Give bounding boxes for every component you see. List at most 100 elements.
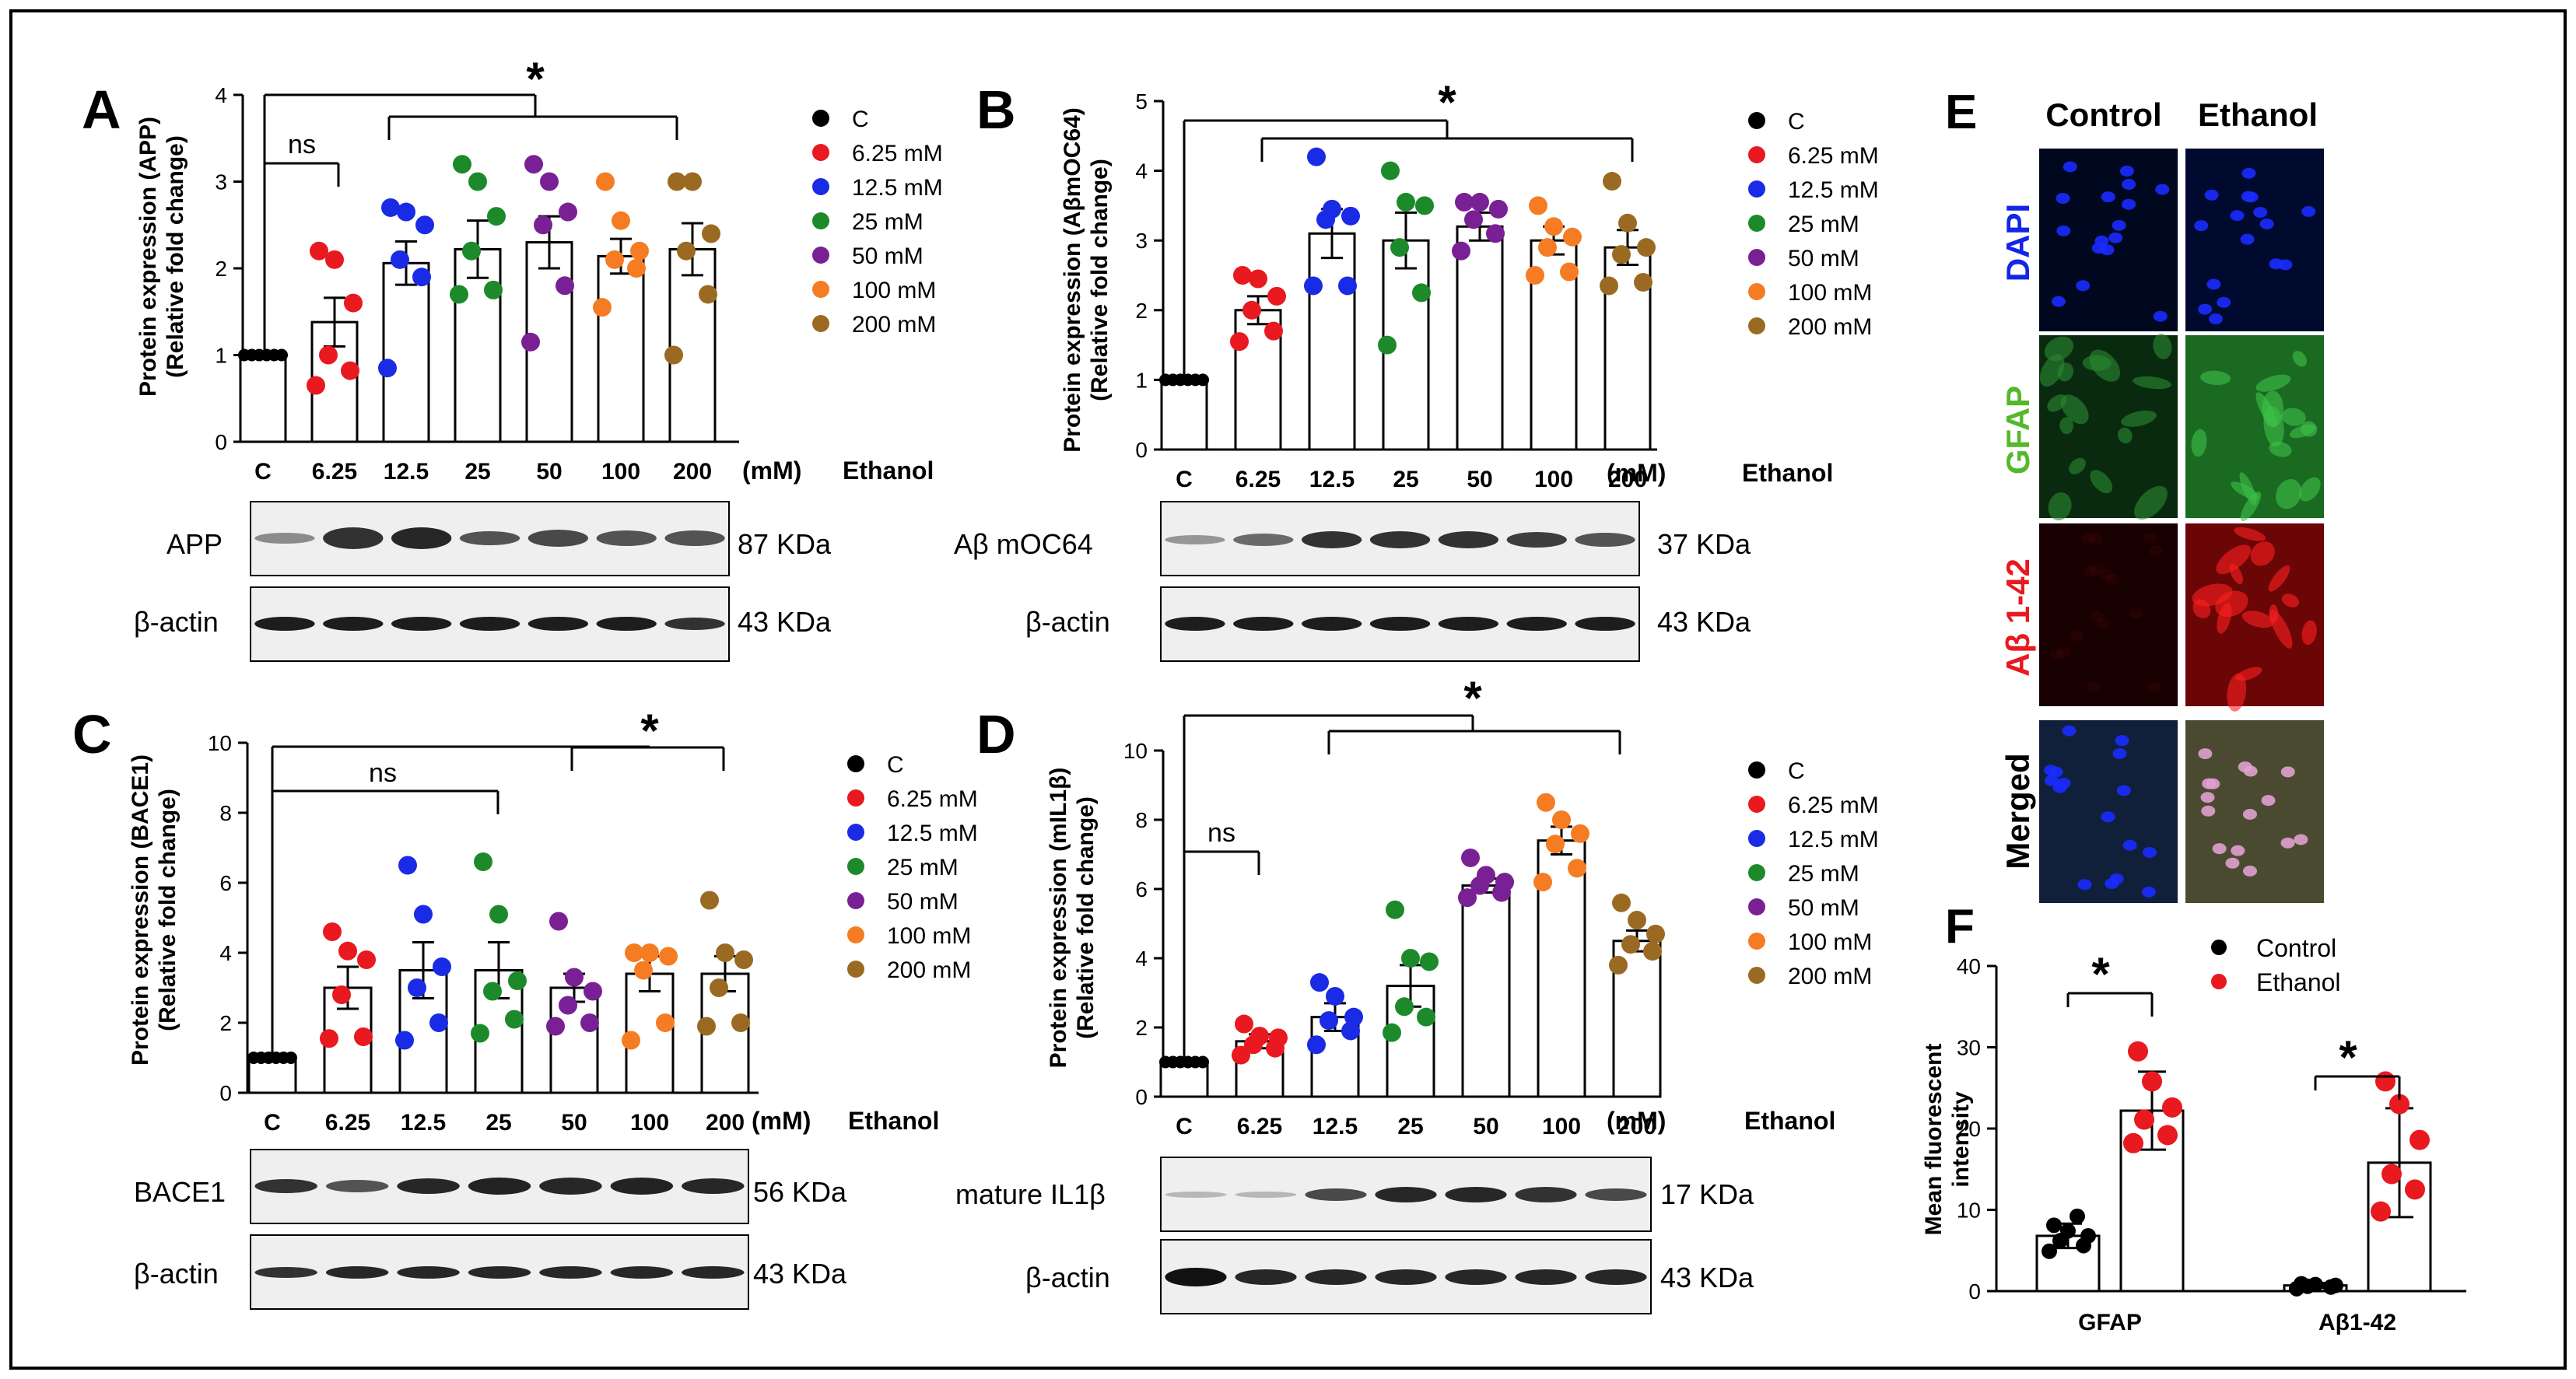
micrograph-nucleus: [2148, 544, 2163, 556]
micrograph-nucleus: [2056, 225, 2071, 236]
micrograph-nucleus: [2108, 232, 2123, 243]
data-point-D-50: [1477, 866, 1495, 885]
data-point-A-25: [450, 285, 468, 304]
legend-label-C: 25 mM: [887, 855, 959, 880]
sig-star-D: *: [1463, 672, 1482, 724]
data-point-A-200: [699, 285, 717, 304]
data-point-C-25: [483, 982, 502, 1001]
legend-marker-C: [847, 824, 864, 841]
micrograph-nucleus: [2101, 811, 2115, 823]
band-actin-a: [527, 617, 589, 631]
legend-label-B: C: [1788, 109, 1805, 135]
band-actin-d: [1375, 1269, 1437, 1285]
data-point-A-12.5: [415, 215, 434, 235]
micrograph-nucleus: [2280, 837, 2295, 849]
band-actin-d: [1165, 1268, 1227, 1286]
data-point-C-50: [546, 1017, 565, 1036]
micrograph-nucleus: [2105, 573, 2120, 585]
x-tick-label-B-200: 200: [1608, 467, 1647, 492]
y-tick-label-B: 2: [1135, 299, 1148, 323]
band-actin-b: [1369, 617, 1431, 631]
band-bace1: [254, 1179, 317, 1193]
ylabel-f: Mean fluorescent intensity: [1921, 1044, 1974, 1236]
x-tick-label-A-200: 200: [673, 459, 712, 485]
chart-d: 0 2 4 6 8 10 C 6.25 12.5 25 50 100 200 ns * C 6.25 mM 12.…: [1123, 672, 1879, 1139]
bar-B-12.5: [1308, 232, 1356, 451]
data-point-C-12.5: [433, 957, 451, 976]
band-actin-b: [1233, 617, 1294, 631]
data-point-A-6.25: [325, 250, 344, 269]
micrograph-nucleus: [2259, 218, 2274, 229]
data-point-A-100: [612, 211, 630, 230]
data-point-D-12.5: [1326, 986, 1344, 1006]
micrograph-cell: [2121, 410, 2157, 427]
data-point-C-200: [700, 891, 719, 910]
legend-f-ethanol-marker: [2211, 974, 2227, 989]
legend-f: Control Ethanol: [2211, 934, 2341, 996]
band-il1b: [1165, 1192, 1227, 1198]
micrograph-cell: [2281, 593, 2300, 607]
bar-A-200: [668, 247, 717, 443]
data-point-B-100: [1526, 266, 1544, 285]
micrograph-nucleus: [2105, 878, 2119, 890]
band-bace1: [610, 1178, 674, 1195]
legend-marker-B: [1748, 112, 1765, 129]
data-point-C-200: [731, 1013, 750, 1032]
data-point-C-6.25: [354, 1027, 373, 1046]
y-tick-label-D: 2: [1135, 1016, 1148, 1040]
data-point-f-ethanol: [2123, 1132, 2143, 1153]
band-actin-c: [325, 1266, 389, 1279]
legend-label-A: 50 mM: [852, 243, 924, 269]
band-abmoc64: [1233, 534, 1294, 546]
band-actin-c: [682, 1266, 745, 1279]
data-point-B-50: [1486, 224, 1505, 243]
legend-marker-C: [847, 755, 864, 772]
micrograph-nucleus: [2090, 564, 2105, 576]
data-point-B-12.5: [1304, 276, 1323, 296]
x-tick-label-D-50: 50: [1473, 1114, 1498, 1139]
band-app: [664, 530, 725, 546]
x-tick-label-D-100: 100: [1542, 1114, 1581, 1139]
data-point-B-6.25: [1249, 269, 1267, 289]
bar-A-12.5: [382, 261, 430, 443]
legend-marker-A: [812, 110, 829, 127]
micrograph-cell: [2134, 485, 2168, 520]
legend-marker-A: [812, 178, 829, 195]
legend-marker-B: [1748, 249, 1765, 266]
data-point-D-50: [1495, 873, 1514, 892]
data-point-B-200: [1637, 238, 1656, 257]
data-point-A-12.5: [391, 250, 409, 269]
micrograph-nucleus: [2201, 805, 2216, 817]
data-point-f-ethanol: [2381, 1164, 2402, 1185]
micrograph-cell: [2133, 376, 2171, 390]
micrograph-grid: [2038, 147, 2325, 905]
data-point-B-50: [1489, 199, 1508, 219]
data-point-B-50: [1470, 192, 1489, 212]
micrograph-nucleus: [2241, 167, 2256, 179]
data-point-B-100: [1538, 238, 1557, 257]
data-point-f-control: [2080, 1227, 2096, 1244]
micrograph-nucleus: [2057, 646, 2072, 658]
x-tick-label-A-25: 25: [464, 459, 490, 485]
x-tick-label-C-50: 50: [561, 1110, 587, 1136]
data-point-B-C: [1197, 373, 1209, 387]
legend-label-B: 12.5 mM: [1788, 177, 1879, 203]
legend-label-B: 6.25 mM: [1788, 143, 1879, 169]
micrograph-cell: [2117, 427, 2133, 444]
legend-label-C: C: [887, 752, 904, 778]
data-point-D-C: [1197, 1055, 1209, 1069]
micrograph-nucleus: [2294, 834, 2308, 845]
svg-text:intensity: intensity: [1948, 1091, 1974, 1188]
micrograph-nucleus: [2051, 296, 2066, 307]
data-point-C-50: [580, 1013, 599, 1032]
y-tick-label-f: 0: [1968, 1279, 1981, 1304]
band-actin-a: [323, 617, 384, 631]
data-point-A-12.5: [412, 268, 431, 287]
y-tick-label-D: 8: [1135, 808, 1148, 832]
data-point-f-ethanol: [2371, 1201, 2391, 1222]
data-point-C-25: [489, 905, 508, 924]
x-tick-label-B-6.25: 6.25: [1235, 467, 1281, 492]
legend-label-C: 6.25 mM: [887, 786, 978, 812]
svg-text:(Relative fold change): (Relative fold change): [155, 789, 180, 1031]
micrograph-nucleus: [2217, 296, 2231, 308]
